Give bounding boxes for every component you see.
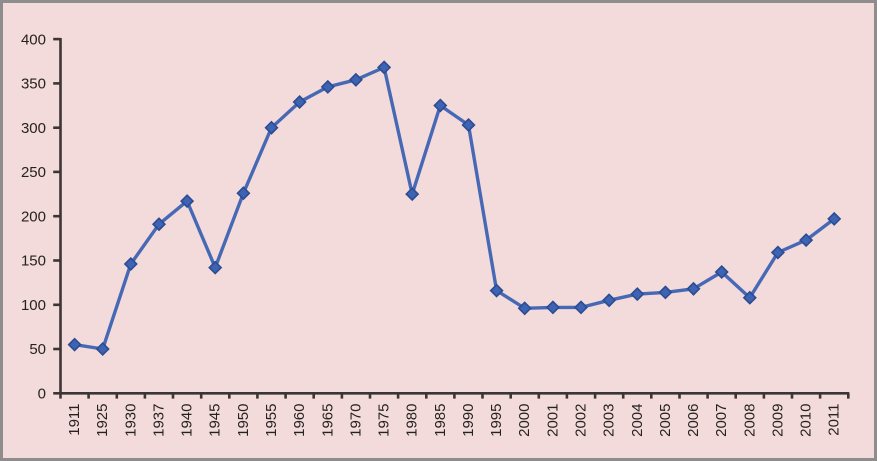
svg-text:250: 250: [21, 164, 46, 181]
svg-text:2007: 2007: [713, 404, 730, 437]
svg-text:2003: 2003: [601, 404, 618, 437]
svg-text:1930: 1930: [122, 404, 139, 437]
svg-text:1990: 1990: [460, 404, 477, 437]
svg-text:1925: 1925: [94, 404, 111, 437]
svg-text:1955: 1955: [263, 404, 280, 437]
svg-text:1945: 1945: [207, 404, 224, 437]
svg-text:150: 150: [21, 253, 46, 270]
svg-text:1950: 1950: [235, 404, 252, 437]
svg-text:400: 400: [21, 31, 46, 48]
svg-text:2001: 2001: [544, 404, 561, 437]
svg-text:1995: 1995: [488, 404, 505, 437]
svg-text:50: 50: [29, 341, 46, 358]
svg-text:0: 0: [38, 386, 46, 403]
svg-text:1985: 1985: [432, 404, 449, 437]
svg-text:1970: 1970: [347, 404, 364, 437]
svg-text:2000: 2000: [516, 404, 533, 437]
svg-text:2005: 2005: [657, 404, 674, 437]
svg-text:2009: 2009: [769, 404, 786, 437]
svg-text:2004: 2004: [629, 404, 646, 437]
svg-text:350: 350: [21, 76, 46, 93]
svg-text:1940: 1940: [179, 404, 196, 437]
svg-text:1980: 1980: [404, 404, 421, 437]
svg-text:1975: 1975: [376, 404, 393, 437]
svg-text:200: 200: [21, 208, 46, 225]
svg-text:2006: 2006: [685, 404, 702, 437]
svg-text:2002: 2002: [573, 404, 590, 437]
svg-text:1960: 1960: [291, 404, 308, 437]
svg-text:1937: 1937: [151, 404, 168, 437]
svg-text:2010: 2010: [798, 404, 815, 437]
svg-text:300: 300: [21, 120, 46, 137]
svg-text:2011: 2011: [826, 404, 843, 436]
svg-text:1965: 1965: [319, 404, 336, 437]
svg-text:100: 100: [21, 297, 46, 314]
svg-text:2008: 2008: [741, 404, 758, 437]
svg-text:1911: 1911: [66, 404, 83, 436]
